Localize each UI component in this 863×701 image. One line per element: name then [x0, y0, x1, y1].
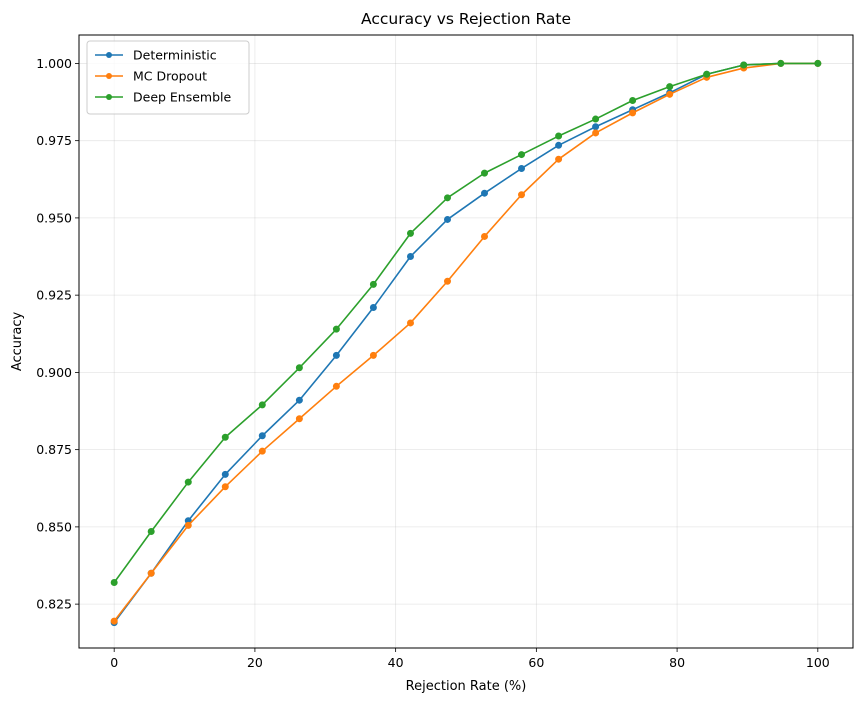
data-point [221, 433, 229, 441]
data-point [110, 578, 118, 586]
data-point [555, 155, 563, 163]
data-point [221, 470, 229, 478]
data-point [443, 277, 451, 285]
data-point [147, 569, 155, 577]
data-point [332, 325, 340, 333]
data-point [555, 132, 563, 140]
y-tick-label: 0.850 [36, 519, 72, 534]
data-point [518, 191, 526, 199]
data-point [555, 141, 563, 149]
data-point [258, 432, 266, 440]
y-axis-label: Accuracy [10, 312, 25, 372]
data-point [406, 229, 414, 237]
x-axis-label: Rejection Rate (%) [406, 679, 527, 694]
y-tick-label: 0.925 [36, 288, 72, 303]
legend-swatch-marker [106, 52, 112, 58]
series-layer [110, 59, 822, 627]
plot-frame [78, 34, 854, 649]
data-point [629, 109, 637, 117]
data-point [295, 364, 303, 372]
data-point [703, 70, 711, 78]
data-point [518, 151, 526, 159]
data-point [184, 521, 192, 529]
data-point [332, 351, 340, 359]
series-line [113, 62, 818, 624]
grid [79, 35, 853, 648]
x-tick-label: 100 [806, 655, 830, 670]
legend-label: MC Dropout [133, 69, 207, 84]
data-point [443, 215, 451, 223]
y-tick-label: 0.825 [36, 597, 72, 612]
data-point [147, 528, 155, 536]
y-tick-label: 1.000 [36, 56, 72, 71]
legend-label: Deterministic [133, 48, 217, 63]
data-point [258, 401, 266, 409]
data-point [666, 83, 674, 91]
data-point [814, 59, 822, 67]
data-point [777, 59, 785, 67]
chart-title: Accuracy vs Rejection Rate [361, 10, 571, 28]
series-deep-ensemble [110, 59, 822, 586]
data-point [332, 382, 340, 390]
y-tick-label: 0.950 [36, 210, 72, 225]
y-tick-label: 0.900 [36, 365, 72, 380]
data-point [369, 280, 377, 288]
data-point [369, 351, 377, 359]
y-tick-label: 0.875 [36, 442, 72, 457]
data-point [592, 123, 600, 131]
legend: Deterministic MC Dropout Deep Ensemble [86, 40, 250, 115]
x-tick-label: 0 [110, 655, 118, 670]
x-tick-label: 80 [669, 655, 685, 670]
ticks: 0 20 40 60 80 100 0.825 0.850 0.875 0.900 0.925 0.9… [36, 56, 830, 670]
data-point [481, 232, 489, 240]
legend-swatch-marker [106, 73, 112, 79]
data-point [406, 319, 414, 327]
data-point [629, 97, 637, 105]
legend-box [86, 40, 250, 115]
data-point [295, 396, 303, 404]
data-point [592, 129, 600, 137]
data-point [481, 189, 489, 197]
x-tick-label: 60 [528, 655, 544, 670]
data-point [221, 483, 229, 491]
x-tick-label: 20 [247, 655, 263, 670]
data-point [184, 478, 192, 486]
data-point [481, 169, 489, 177]
series-line [113, 62, 818, 622]
legend-swatch-marker [106, 94, 112, 100]
x-tick-label: 40 [388, 655, 404, 670]
data-point [110, 617, 118, 625]
series-line [113, 62, 818, 583]
data-point [592, 115, 600, 123]
data-point [666, 90, 674, 98]
data-point [295, 415, 303, 423]
data-point [518, 164, 526, 172]
data-point [369, 304, 377, 312]
data-point [443, 194, 451, 202]
data-point [406, 253, 414, 261]
legend-label: Deep Ensemble [133, 90, 232, 105]
data-point [258, 447, 266, 455]
y-tick-label: 0.975 [36, 133, 72, 148]
data-point [740, 61, 748, 69]
